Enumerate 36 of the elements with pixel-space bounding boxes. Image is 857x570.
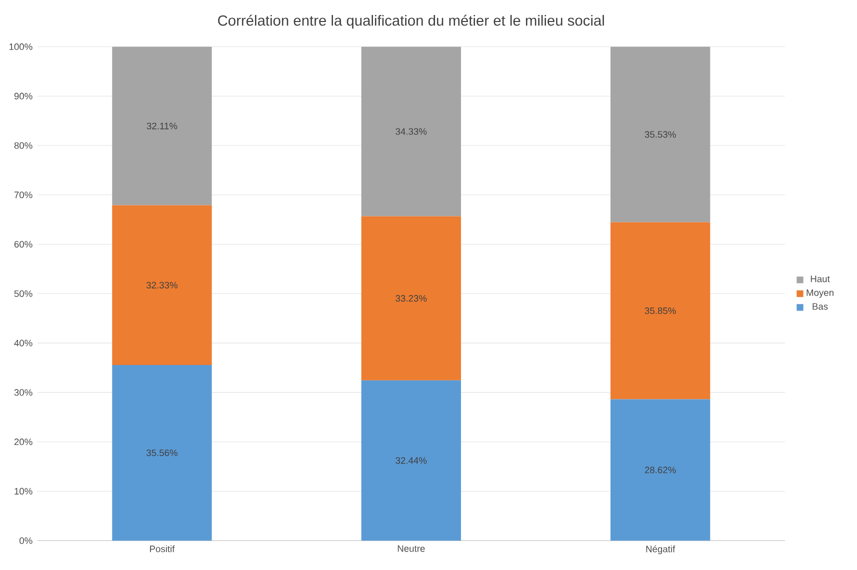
data-label: 35.53% [644, 131, 676, 138]
bar [112, 364, 212, 541]
data-label: 28.62% [644, 466, 676, 474]
y-tick-label: 70% [14, 192, 32, 198]
y-tick-label: 90% [14, 92, 32, 100]
data-label: 32.33% [146, 282, 178, 288]
data-label: 34.33% [396, 128, 427, 135]
data-label: 32.44% [396, 457, 427, 464]
y-tick-label: 100% [9, 43, 32, 50]
x-tick-label: Négatif [646, 545, 676, 554]
chart-title: Corrélation entre la qualification du métier et le milieu social [218, 14, 604, 29]
data-label: 35.85% [644, 307, 676, 314]
bar [112, 205, 212, 365]
y-tick-label: 0% [20, 537, 32, 544]
y-tick-label: 20% [14, 438, 32, 446]
bar [361, 380, 461, 541]
legend-label: Bas [812, 303, 828, 310]
data-label: 32.11% [146, 122, 178, 130]
y-tick-label: 50% [14, 290, 32, 297]
bar [610, 46, 710, 222]
y-tick-label: 80% [14, 142, 32, 149]
bar [610, 399, 710, 541]
y-tick-label: 10% [14, 488, 32, 495]
bar [610, 222, 710, 400]
y-tick-label: 40% [14, 340, 32, 346]
bar [112, 46, 212, 206]
y-tick-label: 30% [14, 389, 32, 396]
x-tick-label: Neutre [398, 545, 425, 552]
data-label: 33.23% [396, 295, 427, 302]
y-tick-label: 60% [14, 240, 32, 248]
x-tick-label: Positif [150, 545, 175, 552]
bar [361, 46, 461, 216]
legend-label: Moyen [806, 289, 834, 298]
bar [361, 216, 461, 380]
legend-label: Haut [810, 276, 830, 282]
data-label: 35.56% [146, 450, 178, 456]
